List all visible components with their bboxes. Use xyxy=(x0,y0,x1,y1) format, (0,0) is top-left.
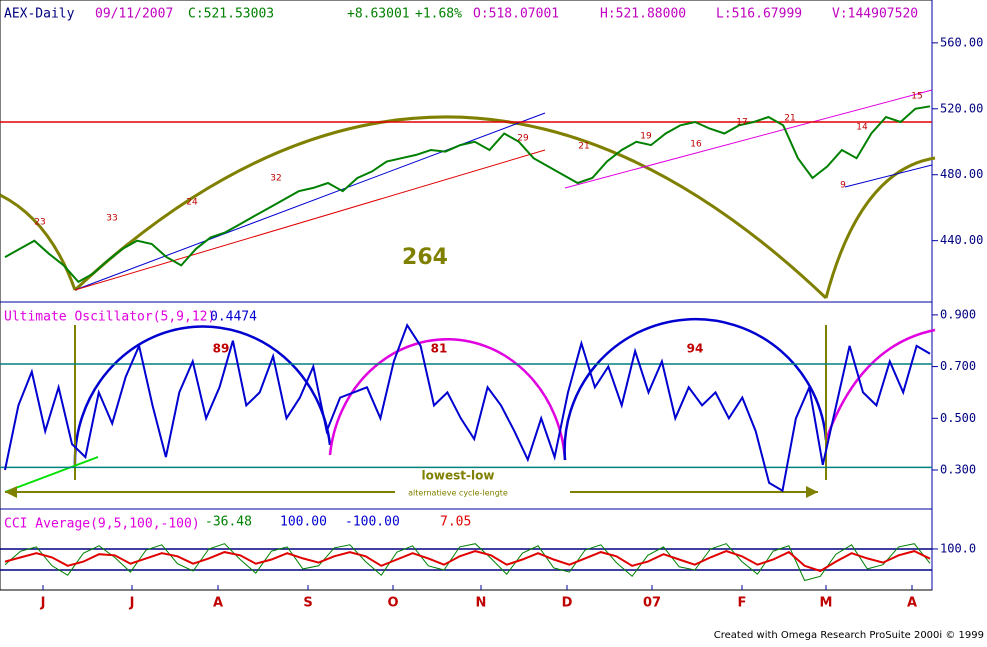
x-tick-label: M xyxy=(820,596,833,611)
x-tick-label: N xyxy=(476,596,487,611)
series-line xyxy=(4,105,931,284)
cycle-label: 29 xyxy=(517,134,529,144)
cycle-label: 24 xyxy=(186,198,198,208)
cycle-arc xyxy=(824,156,936,299)
series-line xyxy=(4,322,931,493)
channel-line xyxy=(74,112,546,291)
uo-arc xyxy=(73,325,332,466)
note: alternatieve cycle-lengte xyxy=(408,489,508,498)
panel-value: -36.48 xyxy=(205,515,252,530)
x-tick-label: J xyxy=(40,596,46,611)
x-tick-label: A xyxy=(213,596,223,611)
panel-title: Ultimate Oscillator(5,9,12) xyxy=(4,310,215,325)
uo-arc xyxy=(824,328,936,441)
y-tick-label: 100.0 xyxy=(940,541,976,555)
x-tick-label: F xyxy=(738,596,747,611)
header-item: O:518.07001 xyxy=(473,7,559,22)
cycle-arc xyxy=(73,115,828,300)
cycle-label: 15 xyxy=(911,92,922,102)
channel-line xyxy=(844,164,933,188)
channel-line xyxy=(564,89,933,189)
header-item: +1.68% xyxy=(415,7,462,22)
x-tick-label: D xyxy=(562,596,573,611)
footer: Created with Omega Research ProSuite 200… xyxy=(714,630,984,641)
cycle-label: 81 xyxy=(431,342,448,356)
cycle-label: 23 xyxy=(34,218,45,228)
panel-title: CCI Average(9,5,100,-100) xyxy=(4,517,200,532)
cycle-label: 89 xyxy=(213,342,230,356)
uo-arc xyxy=(328,337,567,461)
series-line xyxy=(4,543,931,582)
x-tick-label: A xyxy=(907,596,917,611)
cycle-label: 16 xyxy=(690,140,702,150)
series-line xyxy=(4,550,931,573)
header-item: V:144907520 xyxy=(832,7,918,22)
x-tick-label: O xyxy=(387,596,398,611)
y-tick-label: 520.00 xyxy=(940,101,983,115)
y-tick-label: 440.00 xyxy=(940,233,983,247)
header-item: H:521.88000 xyxy=(600,7,686,22)
uo-arc xyxy=(563,317,828,461)
panel-value: 7.05 xyxy=(440,515,471,530)
cycle-label: 19 xyxy=(640,132,652,142)
header-item: 09/11/2007 xyxy=(95,7,173,22)
cycle-label: 94 xyxy=(687,342,704,356)
panel-value: -100.00 xyxy=(345,515,400,530)
cycle-arcs xyxy=(0,89,936,498)
y-tick-label: 0.300 xyxy=(940,462,976,476)
plot-frame xyxy=(0,0,933,591)
cycle-label: 9 xyxy=(840,181,846,191)
cycle-label: 17 xyxy=(736,118,747,128)
x-tick-label: S xyxy=(303,596,312,611)
panel-value: 100.00 xyxy=(280,515,327,530)
cycle-label: 32 xyxy=(270,174,281,184)
trend-line xyxy=(4,456,99,493)
y-tick-label: 0.900 xyxy=(940,307,976,321)
header-item: +8.63001 xyxy=(347,7,410,22)
header-item: AEX-Daily xyxy=(4,7,75,22)
header-item: C:521.53003 xyxy=(188,7,274,22)
panel-value: 0.4474 xyxy=(210,310,257,325)
cycle-label: 33 xyxy=(106,214,117,224)
y-tick-label: 560.00 xyxy=(940,35,983,49)
y-tick-label: 0.500 xyxy=(940,411,976,425)
x-tick-label: J xyxy=(129,596,135,611)
note: lowest-low xyxy=(422,469,495,483)
y-tick-label: 0.700 xyxy=(940,359,976,373)
cycle-label: 14 xyxy=(856,123,868,133)
header-item: L:516.67999 xyxy=(716,7,802,22)
y-tick-label: 480.00 xyxy=(940,167,983,181)
channel-line xyxy=(74,149,546,291)
cycle-label: 21 xyxy=(578,142,589,152)
cycle-arc xyxy=(0,193,77,291)
cycle-label: 21 xyxy=(784,114,795,124)
x-tick-label: 07 xyxy=(643,596,661,611)
cycle-period: 264 xyxy=(402,245,448,270)
